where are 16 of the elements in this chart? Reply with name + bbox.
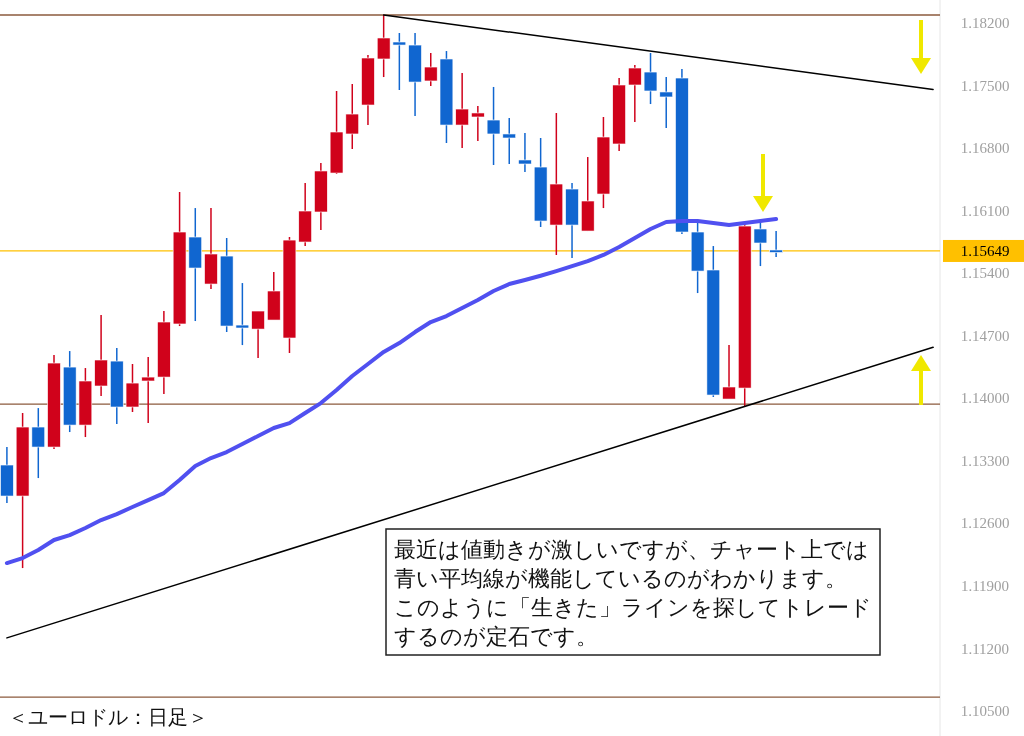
annotation: 最近は値動きが激しいですが、チャート上では青い平均線が機能しているのがわかります。このように「生きた」ラインを探してトレードするのが定石です。 <box>394 537 872 649</box>
y-tick-label: 1.16100 <box>960 202 1010 219</box>
y-tick-label: 1.17500 <box>960 77 1010 94</box>
annotation: ＜ユーロドル：日足＞ <box>8 705 208 729</box>
y-tick-label: 1.12600 <box>960 515 1010 532</box>
y-tick-label: 1.16800 <box>960 140 1010 157</box>
y-tick-label: 1.11200 <box>960 640 1010 657</box>
y-tick-label: 1.18200 <box>960 14 1010 31</box>
y-tick-label: 1.14700 <box>960 327 1010 344</box>
note: 最近は値動きが激しいですが、チャート上では青い平均線が機能しているのがわかります。このように「生きた」ラインを探してトレードするのが定石です。 <box>385 528 881 656</box>
y-tick-label: 1.14000 <box>960 390 1010 407</box>
ref-line-label: 1.15649 <box>960 242 1010 259</box>
y-tick-label: 1.10500 <box>960 703 1010 720</box>
y-tick-label: 1.11900 <box>960 578 1010 595</box>
y-tick-label: 1.15400 <box>960 265 1010 282</box>
y-tick-label: 1.13300 <box>960 452 1010 469</box>
